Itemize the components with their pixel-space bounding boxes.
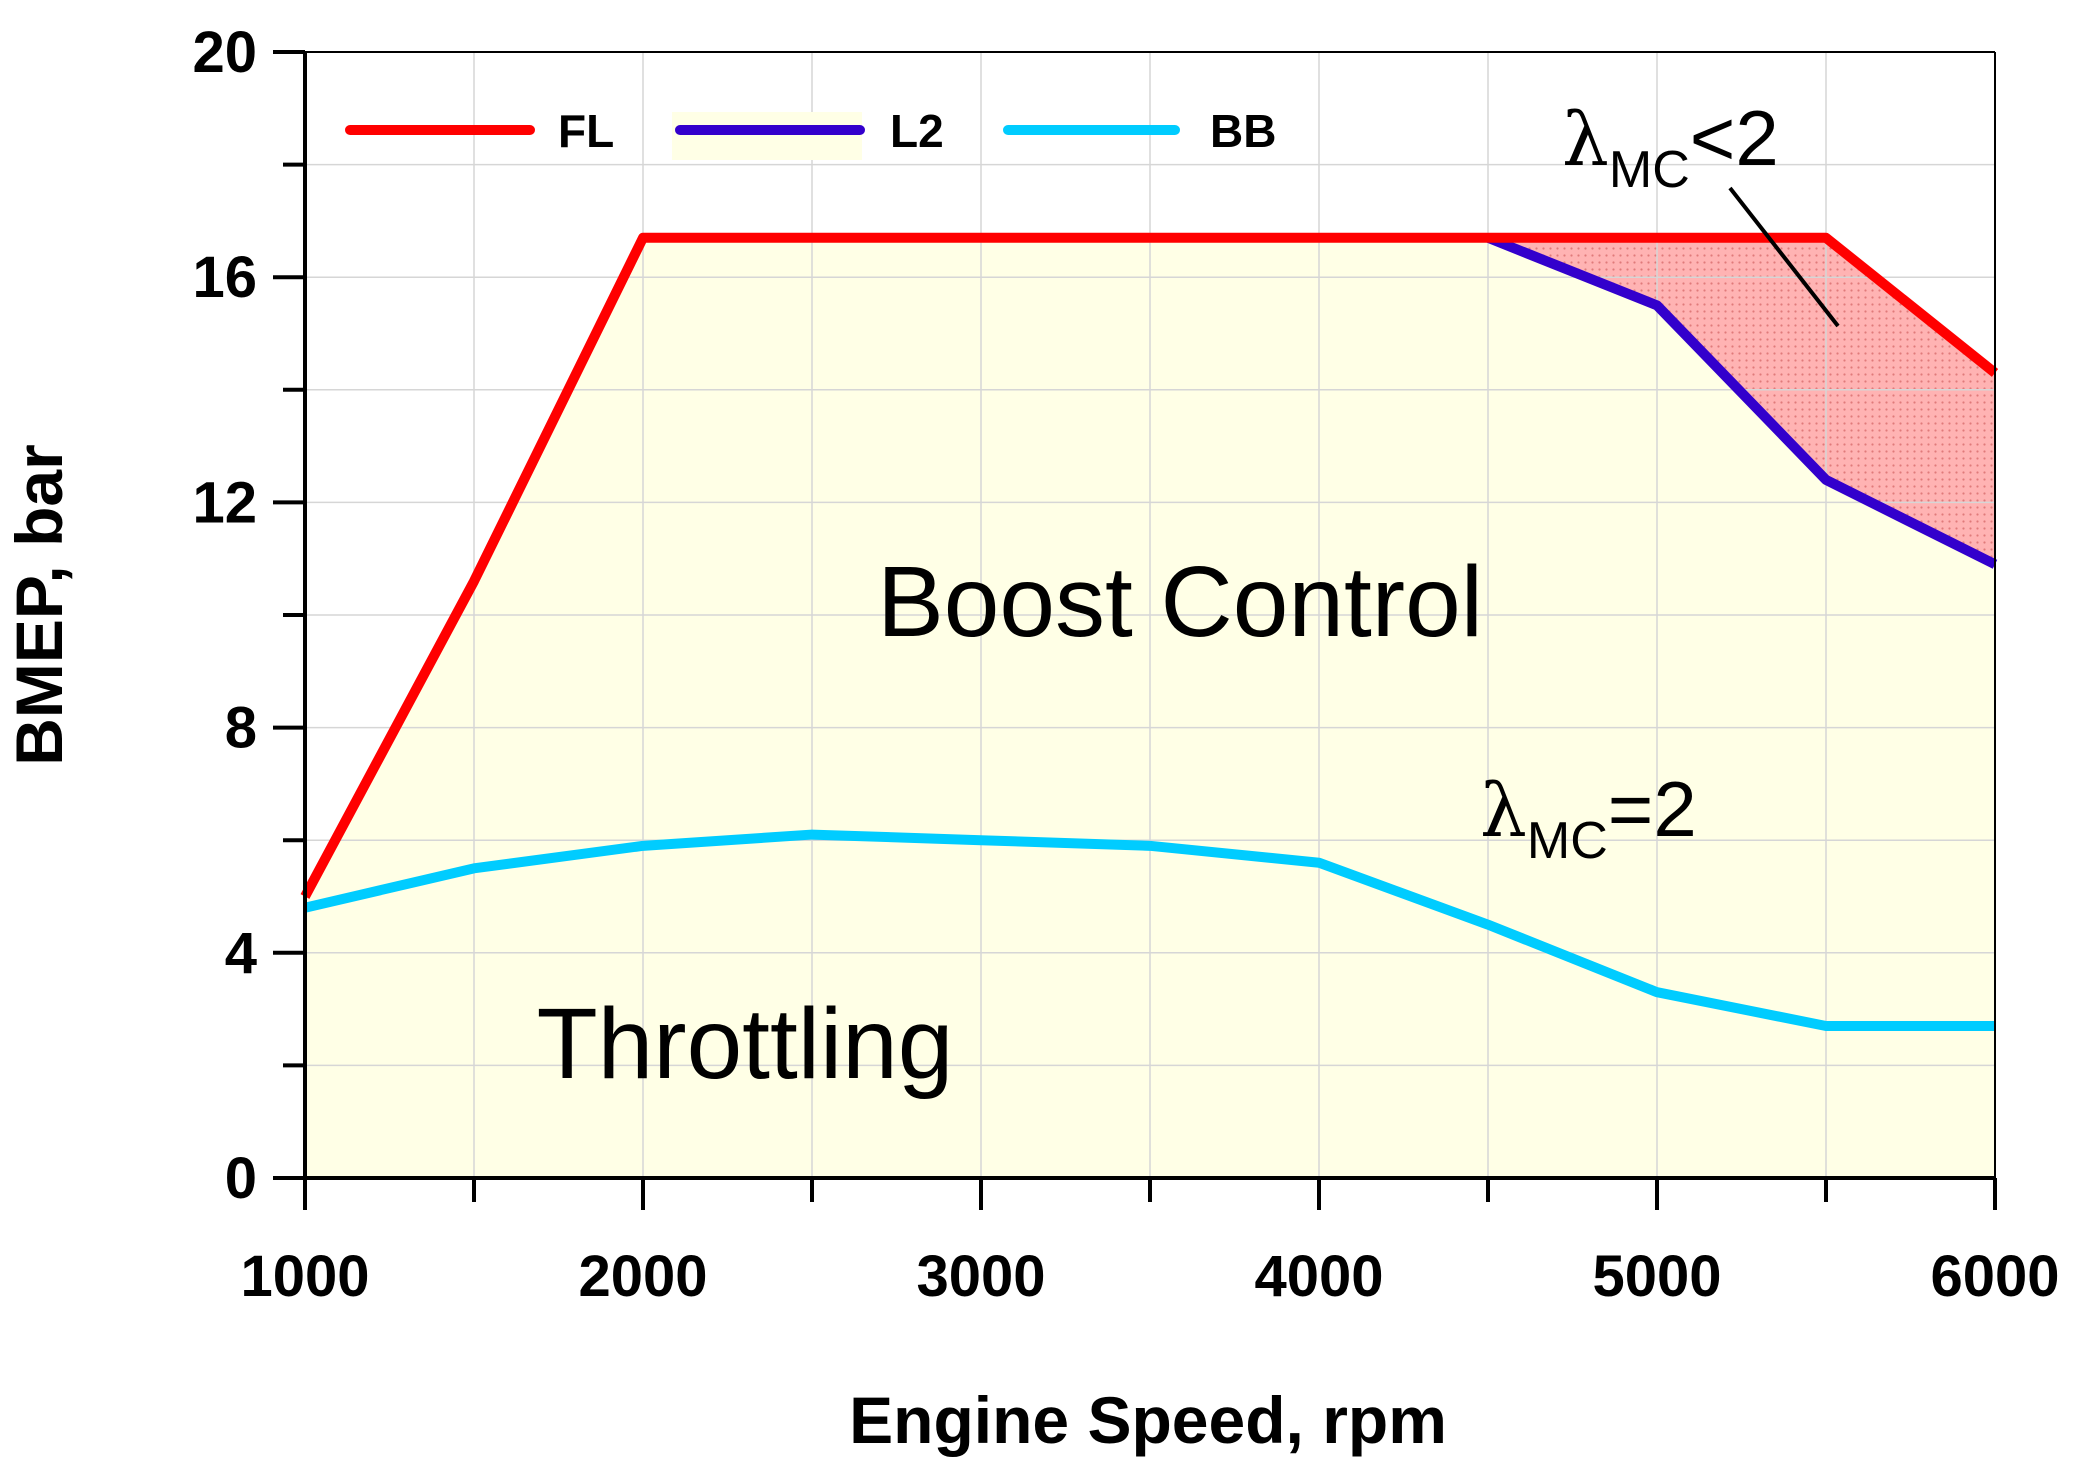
- lambda-symbol: λ: [1562, 97, 1609, 183]
- legend-label-l2: L2: [890, 105, 944, 157]
- legend: FL L2 BB: [345, 105, 1276, 160]
- lambda-relation: =2: [1608, 765, 1697, 853]
- legend-label-fl: FL: [558, 105, 614, 157]
- x-tick-label: 3000: [916, 1244, 1045, 1309]
- x-tick-label: 1000: [240, 1244, 369, 1309]
- data-series: [300, 232, 1999, 1031]
- axes: [273, 50, 1997, 1210]
- lean-limit-region-fill: [1488, 237, 1995, 565]
- y-tick-label: 12: [192, 470, 257, 535]
- x-tick-label: 6000: [1930, 1244, 2059, 1309]
- lambda-symbol: λ: [1480, 768, 1527, 854]
- x-tick-label: 2000: [578, 1244, 707, 1309]
- tick-labels: 1000 2000 3000 4000 5000 6000 0 4 8 12 16 20: [192, 20, 2059, 1309]
- boost-control-label: Boost Control: [877, 546, 1483, 658]
- lambda-pointer-line: [1728, 186, 1840, 328]
- x-tick-label: 4000: [1254, 1244, 1383, 1309]
- y-tick-label: 8: [225, 696, 257, 761]
- svg-text:λMC=2: λMC=2: [1480, 765, 1697, 870]
- lambda-subscript: MC: [1609, 141, 1690, 199]
- series-line-fl: [300, 232, 1999, 899]
- legend-label-bb: BB: [1210, 105, 1276, 157]
- y-tick-label: 4: [225, 921, 257, 986]
- throttling-label: Throttling: [537, 988, 954, 1100]
- lambda-equal-annotation: λMC=2: [1480, 765, 1697, 870]
- y-tick-label: 0: [225, 1146, 257, 1211]
- lambda-less-than-annotation: λMC<2: [1562, 94, 1840, 328]
- y-tick-label: 20: [192, 20, 257, 85]
- legend-highlight: [672, 112, 862, 160]
- svg-text:λMC<2: λMC<2: [1562, 94, 1779, 199]
- y-axis-title: BMEP, bar: [2, 444, 76, 766]
- series-line-l2: [1486, 233, 1998, 569]
- lambda-subscript: MC: [1527, 812, 1608, 870]
- series-line-bb: [303, 829, 1995, 1031]
- x-axis-title: Engine Speed, rpm: [849, 1383, 1447, 1457]
- x-tick-label: 5000: [1592, 1244, 1721, 1309]
- y-tick-label: 16: [192, 245, 257, 310]
- lambda-relation: <2: [1690, 94, 1779, 182]
